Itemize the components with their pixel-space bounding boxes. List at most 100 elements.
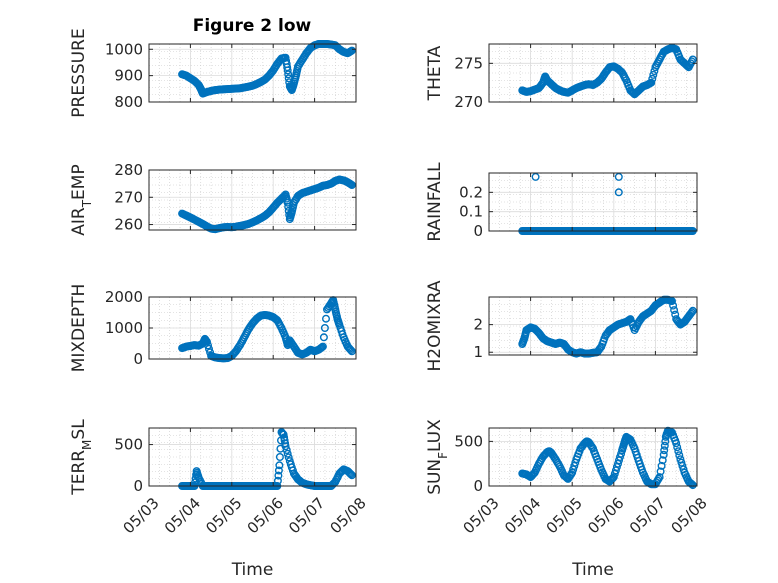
- data-point: [288, 466, 297, 475]
- x-axis-label: Time: [571, 560, 614, 580]
- y-tick-label: 0.1: [459, 203, 483, 221]
- x-tick-label: 05/06: [584, 494, 627, 537]
- x-axis-label: Time: [231, 560, 274, 580]
- data-point: [660, 441, 669, 450]
- data-point: [202, 337, 211, 346]
- y-tick-label: 500: [114, 436, 143, 454]
- x-tick-label: 05/05: [202, 494, 245, 537]
- data-point: [275, 461, 284, 470]
- x-tick-label: 05/03: [459, 494, 502, 537]
- axes-box: [488, 427, 698, 487]
- subplot-air-temp: 260 270 280 AIRTEMP: [69, 161, 357, 236]
- x-tick-label: 05/08: [326, 494, 369, 537]
- x-tick-label: 05/06: [244, 494, 287, 537]
- y-tick-label: 0: [133, 350, 143, 368]
- data-point: [274, 197, 283, 206]
- x-tick-label: 05/04: [501, 494, 544, 537]
- y-tick-label: 900: [114, 67, 143, 85]
- data-point: [658, 456, 667, 465]
- data-point: [249, 318, 258, 327]
- data-point: [681, 60, 690, 69]
- data-point: [588, 443, 597, 452]
- data-point: [687, 480, 696, 489]
- data-point: [596, 463, 605, 472]
- data-point: [345, 469, 354, 478]
- data-point: [262, 74, 271, 83]
- subplot-rainfall: 00.1 0.2 RAINFALL: [425, 162, 698, 242]
- data-point: [332, 312, 341, 321]
- data-point: [276, 322, 285, 331]
- data-point: [617, 449, 626, 458]
- data-point: [614, 172, 623, 181]
- y-axis-label: RAINFALL: [425, 162, 445, 242]
- data-point: [611, 466, 620, 475]
- axes-box: [148, 43, 357, 103]
- y-axis-label: AIRTEMP: [69, 164, 94, 235]
- data-point: [282, 446, 291, 455]
- data-point: [346, 180, 355, 189]
- data-point: [673, 443, 682, 452]
- data-point: [320, 324, 329, 333]
- y-tick-label: 0: [473, 477, 483, 495]
- data-point: [687, 57, 696, 66]
- data-point: [659, 450, 668, 459]
- y-axis-label: H2OMIXRA: [425, 280, 445, 371]
- data-point: [228, 350, 237, 359]
- data-point: [344, 468, 353, 477]
- data-point: [284, 70, 293, 79]
- data-point: [284, 453, 293, 462]
- y-axis-label: PRESSURE: [69, 28, 89, 117]
- plot-area: [149, 428, 356, 486]
- data-point: [531, 325, 540, 334]
- x-tick-label: 05/07: [285, 494, 328, 537]
- data-point: [282, 60, 291, 69]
- data-point: [615, 65, 624, 74]
- data-point: [669, 301, 678, 310]
- data-point: [656, 467, 665, 476]
- y-tick-label: 2: [473, 316, 483, 334]
- y-tick-label: 275: [454, 54, 483, 72]
- axes-box: [148, 169, 357, 231]
- data-point: [631, 89, 640, 98]
- y-tick-label: 800: [114, 93, 143, 111]
- y-tick-label: 0: [473, 222, 483, 240]
- data-point: [334, 319, 343, 328]
- subplot-theta: 270 275 THETA: [425, 43, 698, 111]
- data-point: [274, 466, 283, 475]
- data-point: [270, 202, 279, 211]
- data-point: [678, 461, 687, 470]
- data-point: [283, 449, 292, 458]
- y-tick-label: 270: [454, 93, 483, 111]
- y-tick-label: 0: [133, 477, 143, 495]
- y-axis-label: SUNFLUX: [425, 419, 450, 495]
- data-point: [621, 74, 630, 83]
- x-tick-label: 05/05: [543, 494, 586, 537]
- data-point: [648, 74, 657, 83]
- data-point: [203, 341, 212, 350]
- y-tick-label: 280: [114, 161, 143, 179]
- data-point: [686, 309, 695, 318]
- data-point: [660, 446, 669, 455]
- data-point: [657, 461, 666, 470]
- data-point: [570, 461, 579, 470]
- data-point: [686, 479, 695, 488]
- x-tick-label: 05/03: [119, 494, 162, 537]
- data-point: [519, 335, 528, 344]
- data-point: [682, 61, 691, 70]
- data-point: [274, 471, 283, 480]
- data-point: [266, 207, 275, 216]
- axes-box: [148, 427, 357, 487]
- data-point: [346, 346, 355, 355]
- data-point: [594, 77, 603, 86]
- y-tick-label: 2000: [105, 288, 143, 306]
- figure-title: Figure 2 low: [193, 16, 312, 36]
- y-tick-label: 270: [114, 188, 143, 206]
- data-point: [322, 314, 331, 323]
- axes-box: [488, 43, 698, 103]
- data-point: [687, 308, 696, 317]
- data-point: [280, 436, 289, 445]
